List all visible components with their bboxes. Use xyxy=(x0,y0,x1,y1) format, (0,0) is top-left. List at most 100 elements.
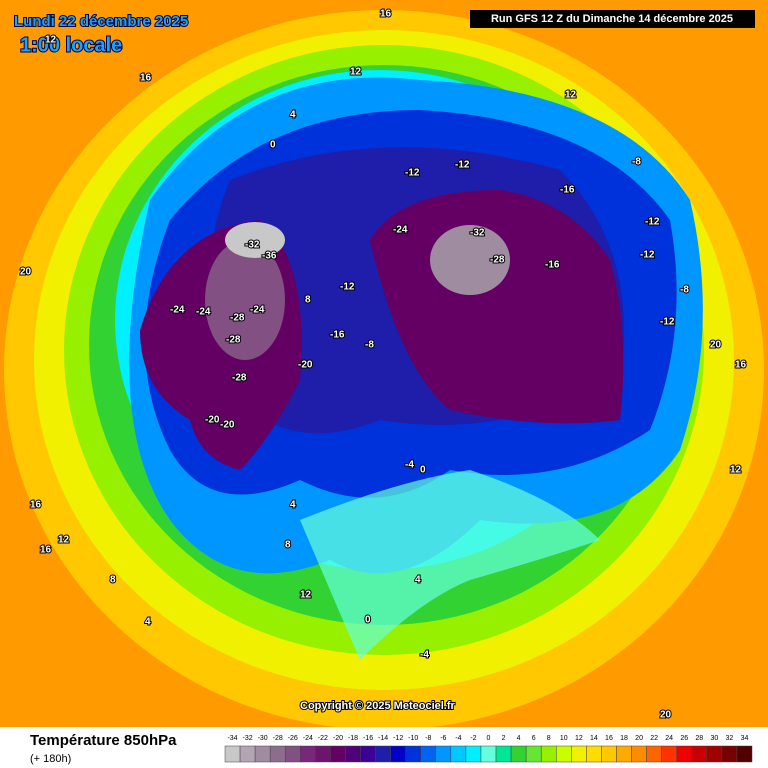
map-label: -28 xyxy=(490,255,505,266)
map-label: 16 xyxy=(380,9,392,20)
scale-swatch xyxy=(345,745,361,763)
scale-label: 14 xyxy=(590,735,598,742)
map-label: -24 xyxy=(196,307,211,318)
map-label: 16 xyxy=(30,500,42,511)
map-label: 12 xyxy=(350,67,362,78)
map-label: 20 xyxy=(20,267,32,278)
map-label: 16 xyxy=(140,73,152,84)
map-label: 0 xyxy=(365,615,371,626)
scale-label: 6 xyxy=(532,735,536,742)
scale-swatch xyxy=(540,745,557,763)
scale-label: -28 xyxy=(273,735,283,742)
map-label: -28 xyxy=(226,335,241,346)
scale-label: -24 xyxy=(303,735,313,742)
scale-swatch xyxy=(495,745,512,763)
map-label: 8 xyxy=(305,295,311,306)
map-label: -32 xyxy=(470,228,485,239)
scale-swatch xyxy=(360,745,376,763)
map-label: -32 xyxy=(245,240,260,251)
scale-label: 22 xyxy=(650,735,658,742)
map-label: -12 xyxy=(405,168,420,179)
scale-label: 34 xyxy=(741,735,749,742)
map-label: 8 xyxy=(110,575,116,586)
map-label: -16 xyxy=(330,330,345,341)
map-label: 16 xyxy=(40,545,52,556)
map-label: -16 xyxy=(545,260,560,271)
scale-swatch xyxy=(465,745,482,763)
scale-label: 30 xyxy=(710,735,718,742)
map-label: -12 xyxy=(640,250,655,261)
scale-label: -14 xyxy=(378,735,388,742)
scale-label: -12 xyxy=(393,735,403,742)
scale-label: 8 xyxy=(547,735,551,742)
map-label: -36 xyxy=(262,251,277,262)
scale-swatch xyxy=(269,745,286,763)
map-label: -4 xyxy=(405,460,414,471)
scale-label: -22 xyxy=(318,735,328,742)
run-box xyxy=(470,10,755,28)
scale-swatch xyxy=(375,745,391,763)
map-label: 20 xyxy=(660,710,672,721)
scale-swatch xyxy=(480,745,497,763)
scale-label: -16 xyxy=(363,735,373,742)
scale-label: 2 xyxy=(502,735,506,742)
map-label: 12 xyxy=(45,35,57,46)
map-label: 0 xyxy=(420,465,426,476)
scale-swatch xyxy=(556,745,572,763)
copyright: Copyright © 2025 Meteociel.fr xyxy=(300,700,456,712)
map-label: -24 xyxy=(170,305,185,316)
scale-label: -6 xyxy=(440,735,446,742)
scale-swatch xyxy=(224,745,241,763)
run-info: Run GFS 12 Z du Dimanche 14 décembre 202… xyxy=(491,13,733,25)
map-label: -28 xyxy=(232,373,247,384)
scale-label: 26 xyxy=(680,735,688,742)
map-label: -12 xyxy=(645,217,660,228)
scale-swatch xyxy=(315,745,331,763)
map-labels: 12 16 16 12 8 12 4 0 -12 -12 -16 -24 -32 -28 -24 -28 -24… xyxy=(19,8,748,722)
map-label: -20 xyxy=(298,360,313,371)
scale-label: -30 xyxy=(258,735,268,742)
map-label: 12 xyxy=(300,590,312,601)
map-label: -16 xyxy=(560,185,575,196)
scale-swatch xyxy=(691,745,708,763)
map-label: 12 xyxy=(730,465,742,476)
map-label: 8 xyxy=(285,540,291,551)
scale-swatch xyxy=(601,745,617,763)
scale-label: 4 xyxy=(517,735,521,742)
scale-swatch xyxy=(300,745,316,763)
scale-swatch xyxy=(330,745,346,763)
map-label: -8 xyxy=(365,340,374,351)
map-label: -20 xyxy=(205,415,220,426)
scale-label: -26 xyxy=(288,735,298,742)
scale-label: 20 xyxy=(635,735,643,742)
scale-label: 32 xyxy=(726,735,734,742)
scale-swatch xyxy=(616,745,632,763)
scale-label: -2 xyxy=(470,735,476,742)
map-label: -12 xyxy=(455,160,470,171)
map-label: 16 xyxy=(735,360,747,371)
color-scale: -34 -32 -30 -28 -26 -24 -22 -20 -18 -16 -14 -12 -10-… xyxy=(224,735,753,763)
scale-label: 12 xyxy=(575,735,583,742)
scale-swatch xyxy=(450,745,467,763)
map-label: -12 xyxy=(340,282,355,293)
legend-title: Température 850hPa xyxy=(30,732,177,749)
legend-subtitle: (+ 180h) xyxy=(30,753,71,765)
scale-label: -4 xyxy=(455,735,461,742)
map-label: 4 xyxy=(290,110,296,121)
scale-swatch xyxy=(586,745,602,763)
map-background xyxy=(0,0,768,730)
time-label: 1:00 locale xyxy=(20,34,122,56)
scale-label: 10 xyxy=(560,735,568,742)
scale-label: 24 xyxy=(665,735,673,742)
scale-swatch xyxy=(736,745,753,763)
scale-swatch xyxy=(676,745,693,763)
scale-label: -20 xyxy=(333,735,343,742)
map-label: 4 xyxy=(415,575,421,586)
map-label: 0 xyxy=(270,140,276,151)
scale-swatch xyxy=(571,745,587,763)
scale-label: -18 xyxy=(348,735,358,742)
map-label: 20 xyxy=(710,340,722,351)
scale-swatch xyxy=(435,745,452,763)
map-label: -28 xyxy=(230,313,245,324)
